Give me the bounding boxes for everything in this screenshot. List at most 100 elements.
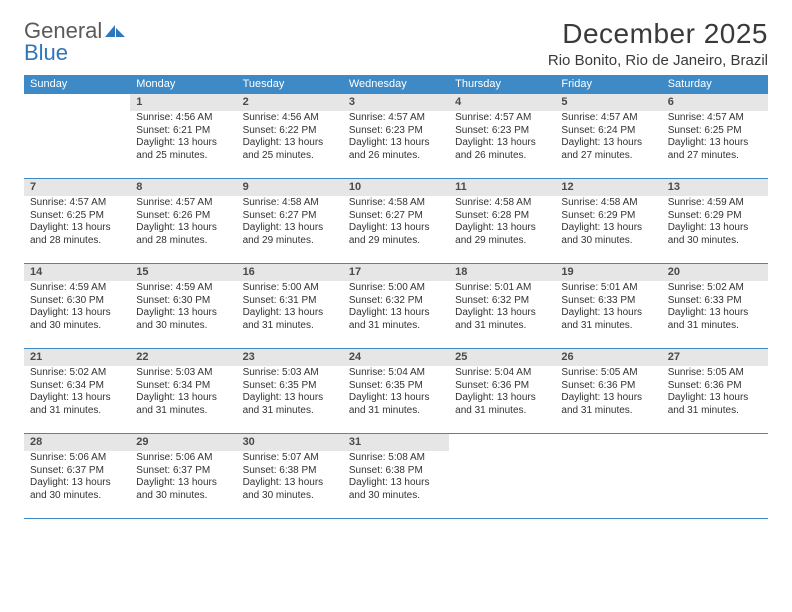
sunrise-line: Sunrise: 5:05 AM [561,367,655,380]
sunset-line: Sunset: 6:38 PM [349,465,443,478]
sunrise-line: Sunrise: 4:57 AM [455,112,549,125]
day-number: 16 [237,264,343,281]
daylight-line: Daylight: 13 hours and 30 minutes. [561,222,655,247]
weekday-header-row: SundayMondayTuesdayWednesdayThursdayFrid… [24,75,768,94]
daylight-line: Daylight: 13 hours and 31 minutes. [349,307,443,332]
day-cell: 18Sunrise: 5:01 AMSunset: 6:32 PMDayligh… [449,264,555,348]
sunset-line: Sunset: 6:26 PM [136,210,230,223]
day-info: Sunrise: 5:04 AMSunset: 6:36 PMDaylight:… [449,366,555,421]
day-cell [24,94,130,178]
sunrise-line: Sunrise: 4:59 AM [668,197,762,210]
sunset-line: Sunset: 6:33 PM [561,295,655,308]
daylight-line: Daylight: 13 hours and 31 minutes. [668,307,762,332]
day-info: Sunrise: 4:58 AMSunset: 6:27 PMDaylight:… [237,196,343,251]
day-number: 8 [130,179,236,196]
day-number: 9 [237,179,343,196]
daylight-line: Daylight: 13 hours and 30 minutes. [136,477,230,502]
day-number: 20 [662,264,768,281]
day-cell: 5Sunrise: 4:57 AMSunset: 6:24 PMDaylight… [555,94,661,178]
sunset-line: Sunset: 6:28 PM [455,210,549,223]
day-number: 19 [555,264,661,281]
day-info: Sunrise: 5:07 AMSunset: 6:38 PMDaylight:… [237,451,343,506]
sunset-line: Sunset: 6:36 PM [668,380,762,393]
day-cell: 14Sunrise: 4:59 AMSunset: 6:30 PMDayligh… [24,264,130,348]
calendar: SundayMondayTuesdayWednesdayThursdayFrid… [24,75,768,519]
logo: General Blue [24,18,126,64]
sunrise-line: Sunrise: 5:06 AM [30,452,124,465]
sunrise-line: Sunrise: 5:03 AM [136,367,230,380]
sunrise-line: Sunrise: 5:04 AM [455,367,549,380]
calendar-body: 1Sunrise: 4:56 AMSunset: 6:21 PMDaylight… [24,94,768,519]
day-cell: 6Sunrise: 4:57 AMSunset: 6:25 PMDaylight… [662,94,768,178]
day-number: 12 [555,179,661,196]
sunset-line: Sunset: 6:23 PM [349,125,443,138]
day-info: Sunrise: 4:58 AMSunset: 6:28 PMDaylight:… [449,196,555,251]
day-number: 15 [130,264,236,281]
day-cell [662,434,768,518]
day-cell: 30Sunrise: 5:07 AMSunset: 6:38 PMDayligh… [237,434,343,518]
day-cell: 19Sunrise: 5:01 AMSunset: 6:33 PMDayligh… [555,264,661,348]
day-info: Sunrise: 5:03 AMSunset: 6:35 PMDaylight:… [237,366,343,421]
sunrise-line: Sunrise: 5:05 AM [668,367,762,380]
week-row: 7Sunrise: 4:57 AMSunset: 6:25 PMDaylight… [24,179,768,264]
daylight-line: Daylight: 13 hours and 31 minutes. [668,392,762,417]
day-cell: 16Sunrise: 5:00 AMSunset: 6:31 PMDayligh… [237,264,343,348]
day-cell: 17Sunrise: 5:00 AMSunset: 6:32 PMDayligh… [343,264,449,348]
sunrise-line: Sunrise: 5:01 AM [561,282,655,295]
daylight-line: Daylight: 13 hours and 30 minutes. [349,477,443,502]
week-row: 1Sunrise: 4:56 AMSunset: 6:21 PMDaylight… [24,94,768,179]
day-number [449,434,555,451]
daylight-line: Daylight: 13 hours and 26 minutes. [349,137,443,162]
day-number: 27 [662,349,768,366]
sunrise-line: Sunrise: 4:57 AM [30,197,124,210]
day-info: Sunrise: 4:56 AMSunset: 6:22 PMDaylight:… [237,111,343,166]
day-number: 6 [662,94,768,111]
daylight-line: Daylight: 13 hours and 31 minutes. [455,392,549,417]
day-number: 10 [343,179,449,196]
page: General Blue December 2025 Rio Bonito, R… [0,0,792,537]
day-cell: 3Sunrise: 4:57 AMSunset: 6:23 PMDaylight… [343,94,449,178]
day-number: 14 [24,264,130,281]
sunset-line: Sunset: 6:35 PM [243,380,337,393]
weekday-cell: Wednesday [343,75,449,94]
sunrise-line: Sunrise: 4:56 AM [243,112,337,125]
sunset-line: Sunset: 6:34 PM [136,380,230,393]
daylight-line: Daylight: 13 hours and 30 minutes. [30,477,124,502]
weekday-cell: Sunday [24,75,130,94]
day-number: 7 [24,179,130,196]
sunrise-line: Sunrise: 5:02 AM [668,282,762,295]
sunset-line: Sunset: 6:23 PM [455,125,549,138]
daylight-line: Daylight: 13 hours and 31 minutes. [243,392,337,417]
day-info: Sunrise: 5:08 AMSunset: 6:38 PMDaylight:… [343,451,449,506]
daylight-line: Daylight: 13 hours and 29 minutes. [349,222,443,247]
weekday-cell: Friday [555,75,661,94]
day-number: 1 [130,94,236,111]
daylight-line: Daylight: 13 hours and 31 minutes. [455,307,549,332]
day-info: Sunrise: 4:57 AMSunset: 6:25 PMDaylight:… [662,111,768,166]
day-info: Sunrise: 5:04 AMSunset: 6:35 PMDaylight:… [343,366,449,421]
day-number [24,94,130,111]
sunset-line: Sunset: 6:27 PM [243,210,337,223]
day-number: 13 [662,179,768,196]
day-cell: 28Sunrise: 5:06 AMSunset: 6:37 PMDayligh… [24,434,130,518]
title-block: December 2025 Rio Bonito, Rio de Janeiro… [548,18,768,69]
day-cell: 7Sunrise: 4:57 AMSunset: 6:25 PMDaylight… [24,179,130,263]
day-number: 26 [555,349,661,366]
day-number: 23 [237,349,343,366]
sunrise-line: Sunrise: 4:58 AM [561,197,655,210]
day-cell: 25Sunrise: 5:04 AMSunset: 6:36 PMDayligh… [449,349,555,433]
weekday-cell: Monday [130,75,236,94]
daylight-line: Daylight: 13 hours and 27 minutes. [668,137,762,162]
daylight-line: Daylight: 13 hours and 31 minutes. [561,307,655,332]
daylight-line: Daylight: 13 hours and 30 minutes. [30,307,124,332]
sunrise-line: Sunrise: 5:01 AM [455,282,549,295]
day-cell: 15Sunrise: 4:59 AMSunset: 6:30 PMDayligh… [130,264,236,348]
day-info: Sunrise: 5:00 AMSunset: 6:32 PMDaylight:… [343,281,449,336]
daylight-line: Daylight: 13 hours and 25 minutes. [136,137,230,162]
day-number: 24 [343,349,449,366]
day-info: Sunrise: 4:57 AMSunset: 6:25 PMDaylight:… [24,196,130,251]
sunset-line: Sunset: 6:30 PM [136,295,230,308]
day-cell: 22Sunrise: 5:03 AMSunset: 6:34 PMDayligh… [130,349,236,433]
day-info: Sunrise: 4:58 AMSunset: 6:27 PMDaylight:… [343,196,449,251]
day-info: Sunrise: 5:05 AMSunset: 6:36 PMDaylight:… [555,366,661,421]
